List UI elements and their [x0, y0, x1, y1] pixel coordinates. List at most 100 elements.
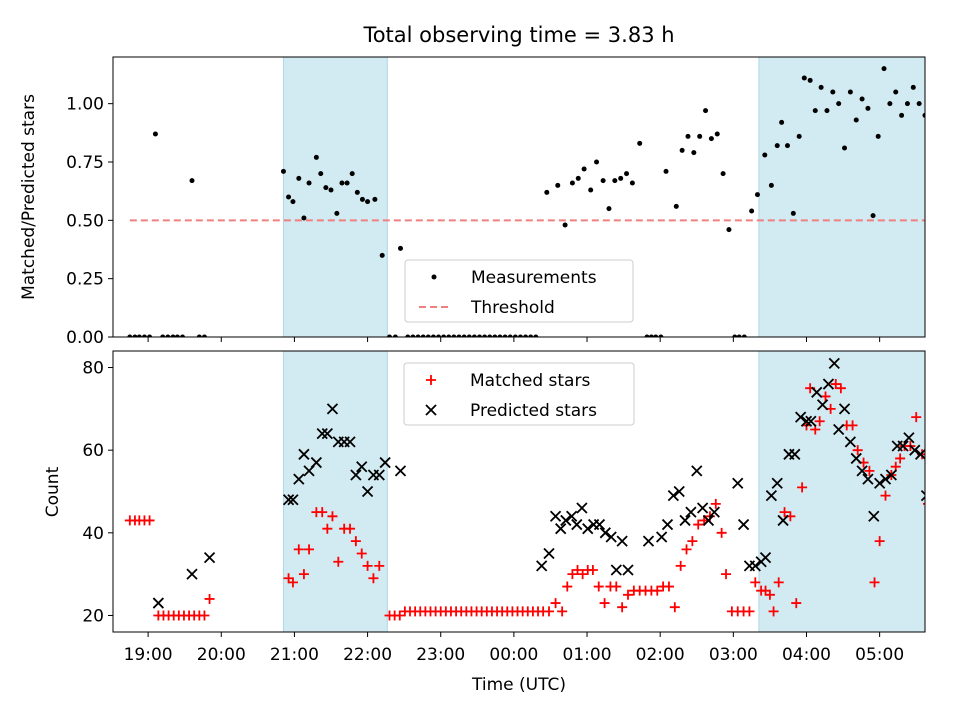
predicted-star-point — [298, 448, 310, 460]
matched-star-point — [572, 565, 583, 576]
measurement-point — [768, 182, 774, 188]
measurement-point — [512, 334, 518, 337]
predicted-star-point — [679, 514, 691, 527]
predicted-star-point — [373, 469, 385, 481]
measurement-point — [323, 185, 329, 191]
measurement-point — [629, 180, 635, 186]
plot-area — [124, 351, 925, 632]
y-tick-label: 20 — [82, 606, 104, 626]
measurement-point — [741, 334, 747, 337]
matched-star-point — [144, 515, 155, 526]
measurement-point — [344, 180, 350, 186]
count-panel: 20 40 60 80 19:00 20:00 21:00 22:00 23:00 00:00 01… — [43, 350, 926, 695]
predicted-star-point — [838, 403, 851, 415]
measurement-point — [286, 194, 292, 200]
matched-star-point — [669, 602, 680, 613]
measurement-point — [160, 334, 166, 337]
measurement-point — [708, 136, 714, 142]
measurement-point — [812, 108, 818, 114]
measurement-point — [859, 96, 865, 102]
measurement-point — [899, 112, 905, 118]
shaded-window-0 — [282, 351, 388, 632]
predicted-star-point — [822, 378, 835, 390]
measurement-point — [691, 150, 697, 156]
x-tick-label: 03:00 — [709, 645, 758, 665]
legend-box — [404, 259, 634, 323]
measurement-point — [555, 182, 561, 188]
predicted-star-point — [560, 514, 572, 527]
matched-star-point — [768, 606, 779, 617]
predicted-star-point — [897, 440, 909, 452]
measurement-point — [922, 112, 925, 118]
matched-star-point — [350, 536, 361, 547]
legend-label: Threshold — [470, 298, 555, 318]
measurement-point — [372, 196, 378, 202]
matched-star-point — [611, 581, 622, 592]
measurement-point — [893, 89, 899, 95]
predicted-star-point — [667, 489, 679, 502]
matched-star-point — [617, 602, 628, 613]
measurement-point — [562, 222, 568, 228]
measurement-point — [410, 334, 416, 337]
legend-label: Matched stars — [470, 371, 590, 391]
y-tick-label: 60 — [82, 441, 104, 461]
predicted-star-point — [316, 428, 328, 440]
matched-star-point — [599, 598, 610, 609]
measurement-point — [904, 101, 910, 107]
predicted-star-point — [909, 444, 921, 456]
predicted-star-point — [287, 494, 299, 506]
predicted-star-point — [789, 448, 801, 460]
predicted-star-point — [186, 568, 198, 580]
legend: Measurements Threshold — [404, 259, 634, 323]
predicted-star-point — [696, 502, 709, 514]
matched-star-point — [675, 560, 686, 571]
matched-star-point — [304, 544, 315, 555]
matched-star-point — [791, 598, 802, 609]
predicted-star-point — [771, 477, 783, 489]
predicted-star-point — [282, 494, 295, 506]
legend-plus-marker — [426, 375, 436, 385]
predicted-star-point — [903, 432, 915, 444]
measurement-point — [507, 334, 513, 337]
matched-star-point — [820, 391, 831, 402]
x-tick-label: 21:00 — [270, 645, 319, 665]
measurement-point — [170, 334, 176, 337]
predicted-star-point — [833, 423, 845, 436]
matched-star-point — [356, 548, 367, 559]
measurement-point — [779, 119, 785, 125]
measurement-point — [754, 192, 760, 198]
measurement-point — [523, 334, 529, 337]
predicted-star-point — [616, 535, 628, 547]
measurement-point — [430, 334, 436, 337]
predicted-star-point — [874, 477, 886, 489]
measurement-point — [132, 334, 138, 337]
predicted-star-point — [816, 399, 829, 411]
matched-star-point — [779, 507, 790, 518]
measurement-point — [749, 208, 755, 214]
axes-frame — [112, 56, 926, 338]
x-tick-label: 19:00 — [124, 645, 173, 665]
measurement-point — [796, 133, 802, 139]
measurement-point — [502, 334, 508, 337]
measurement-point — [818, 84, 824, 90]
matched-star-point — [652, 585, 663, 596]
y-tick-label: 1.00 — [66, 95, 104, 115]
predicted-star-point — [656, 531, 668, 543]
measurement-point — [306, 180, 312, 186]
predicted-star-point — [576, 502, 588, 514]
measurement-point — [720, 171, 726, 177]
measurement-point — [456, 334, 462, 337]
predicted-star-point — [622, 564, 634, 576]
matched-star-point — [199, 610, 210, 621]
chart-title: Total observing time = 3.83 h — [362, 23, 674, 47]
legend-label: Measurements — [471, 268, 597, 288]
predicted-star-point — [737, 518, 750, 531]
predicted-star-point — [326, 403, 339, 415]
measurement-point — [600, 178, 606, 184]
measurement-point — [762, 152, 768, 158]
matched-star-point — [744, 606, 755, 617]
matched-star-point — [693, 519, 704, 530]
predicted-star-point — [850, 452, 862, 465]
x-tick-label: 20:00 — [197, 645, 246, 665]
